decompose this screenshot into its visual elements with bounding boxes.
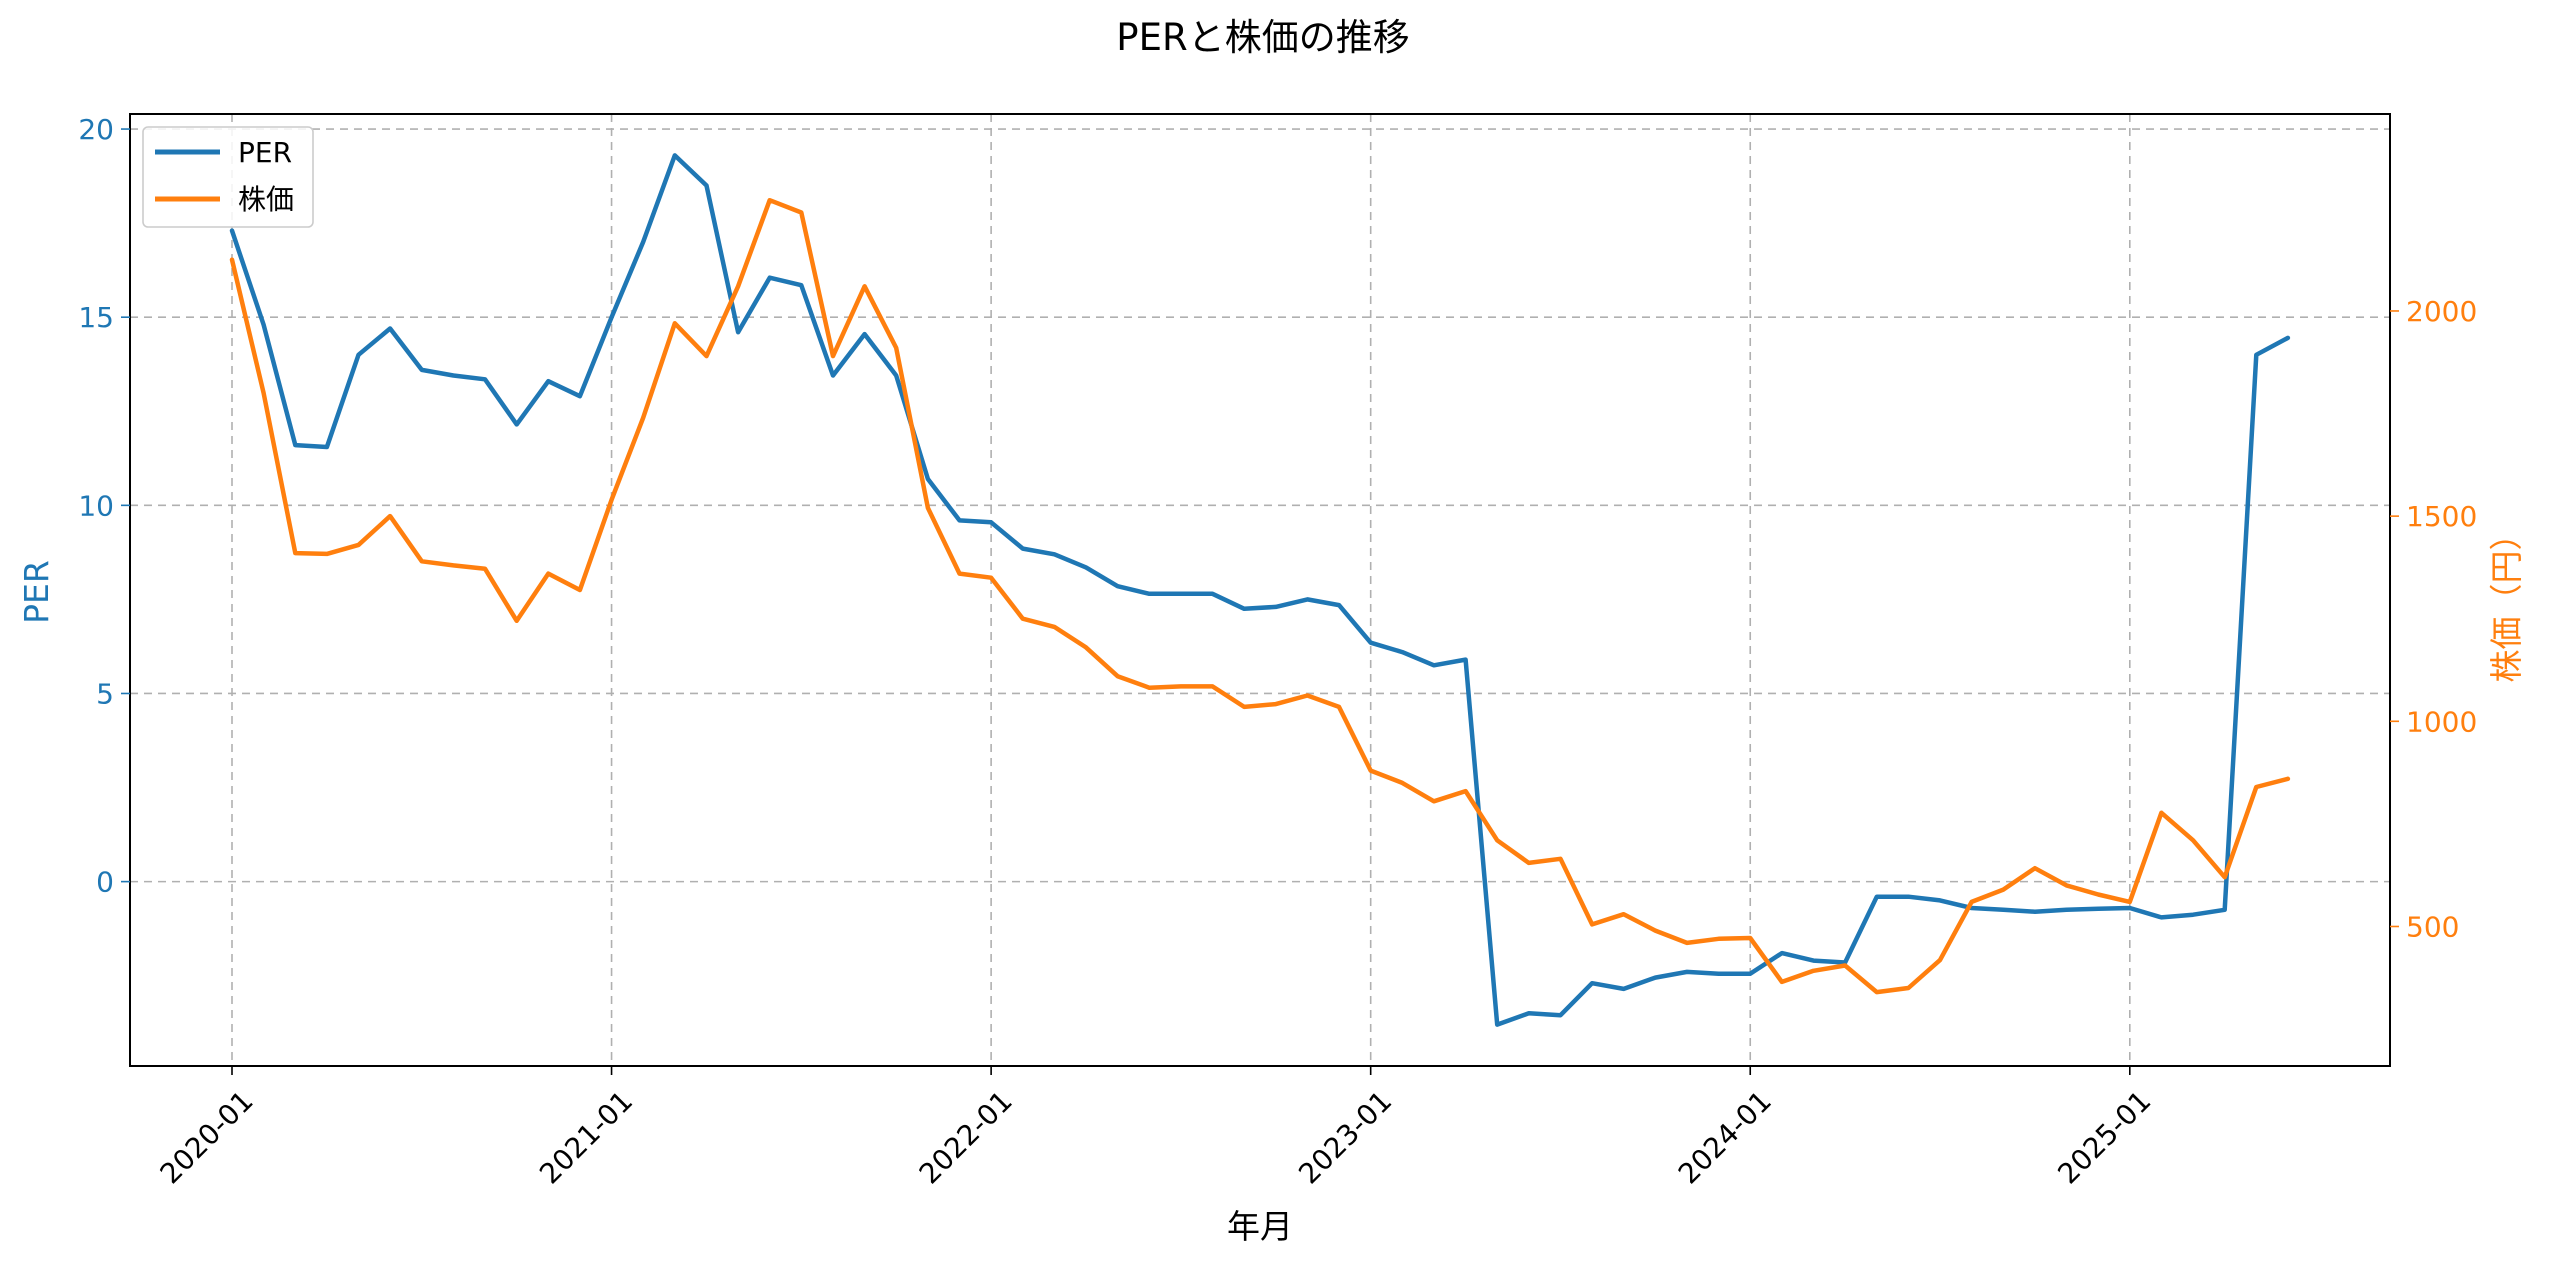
- x-tick-label: 2024-01: [1672, 1084, 1778, 1190]
- y-axis-label-right: 株価（円）: [2487, 518, 2526, 683]
- y-tick-label-right: 500: [2406, 910, 2459, 943]
- series-line-per: [229, 153, 2291, 1027]
- y-tick-label-right: 2000: [2406, 295, 2477, 328]
- y-tick-label-right: 1500: [2406, 500, 2477, 533]
- legend: PER 株価: [142, 126, 314, 228]
- legend-label-per: PER: [238, 136, 292, 169]
- series-layer: [229, 153, 2291, 1027]
- x-tick-label: 2020-01: [154, 1084, 260, 1190]
- y-tick-label-right: 1000: [2406, 705, 2477, 738]
- grid-layer: [130, 114, 2390, 1066]
- x-axis-label: 年月: [1227, 1207, 1293, 1246]
- ticks-layer: 2020-01 2021-01 2022-01 2023-01 2024-01 2025-…: [78, 113, 2477, 1190]
- series-line-price: [229, 197, 2291, 995]
- y-tick-label-left: 15: [78, 301, 114, 334]
- chart-title: PERと株価の推移: [1116, 16, 1409, 59]
- x-tick-label: 2022-01: [913, 1084, 1019, 1190]
- y-tick-label-left: 5: [96, 677, 114, 710]
- x-tick-label: 2021-01: [533, 1084, 639, 1190]
- y-tick-label-left: 20: [78, 113, 114, 146]
- y-tick-label-left: 0: [96, 866, 114, 899]
- x-tick-label: 2023-01: [1292, 1084, 1398, 1190]
- y-axis-label-left: PER: [17, 560, 56, 624]
- plot-frame: [129, 113, 2391, 1067]
- y-tick-label-left: 10: [78, 489, 114, 522]
- x-tick-label: 2025-01: [2051, 1084, 2157, 1190]
- legend-label-price: 株価: [238, 183, 294, 216]
